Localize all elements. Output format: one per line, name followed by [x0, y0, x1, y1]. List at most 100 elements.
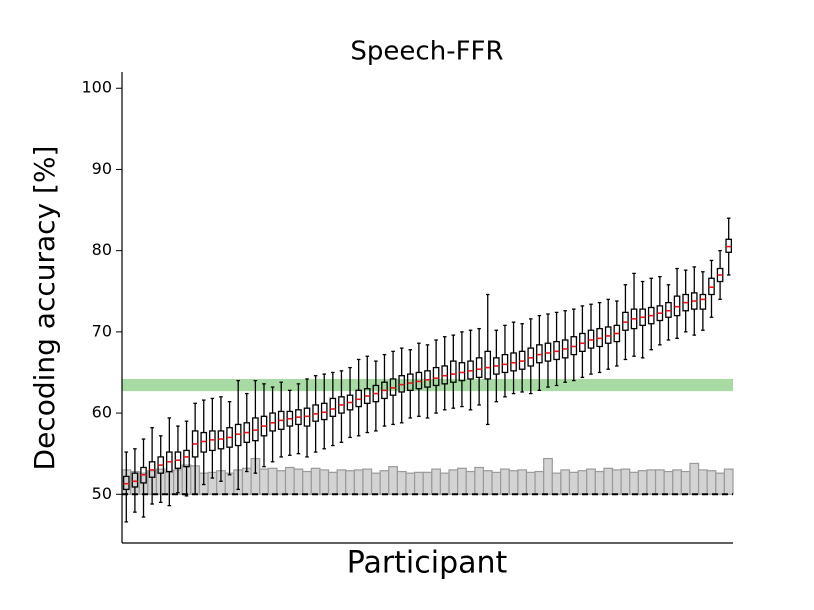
chance-step: [568, 471, 579, 495]
box: [269, 412, 276, 432]
box: [432, 366, 440, 387]
band: [122, 378, 733, 392]
chance-step: [370, 472, 381, 495]
box: [596, 327, 603, 348]
box: [406, 373, 414, 391]
chance-step: [319, 469, 330, 495]
chance-step: [448, 469, 459, 495]
chance-step: [534, 470, 545, 495]
y-tick-label: 50: [92, 484, 112, 503]
box: [217, 430, 225, 450]
box: [553, 340, 560, 361]
chance-step: [439, 472, 450, 495]
box: [536, 344, 543, 364]
box: [587, 329, 595, 349]
chance-step: [611, 469, 622, 495]
box: [234, 423, 242, 447]
chance-step: [551, 472, 562, 495]
box: [441, 365, 449, 385]
chance-step: [715, 472, 725, 495]
box: [355, 389, 362, 408]
box: [252, 417, 259, 442]
chance-step: [474, 466, 485, 495]
box: [579, 332, 586, 353]
chance-step: [413, 471, 424, 495]
chance-step: [224, 472, 235, 495]
chance-step: [353, 469, 364, 495]
chance-step: [259, 468, 269, 495]
box: [415, 371, 423, 390]
box: [303, 407, 311, 427]
chance-step: [646, 469, 657, 495]
y-axis-label: Decoding accuracy [%]: [28, 146, 61, 471]
box: [183, 449, 190, 468]
chance-step: [508, 470, 519, 495]
chance-step: [654, 469, 665, 495]
box: [424, 370, 431, 388]
chance-step: [388, 466, 398, 495]
box: [699, 293, 707, 310]
box: [389, 378, 397, 396]
box: [510, 352, 517, 372]
box: [518, 350, 526, 370]
box: [475, 357, 483, 378]
chance-step: [629, 471, 639, 495]
chance-step: [586, 468, 596, 495]
chance-step: [396, 470, 407, 495]
chance-step: [706, 470, 717, 495]
box: [708, 277, 715, 296]
chance-step: [267, 467, 278, 495]
chance-step: [543, 457, 553, 495]
box: [200, 431, 208, 453]
y-tick-label: 70: [92, 321, 112, 340]
chance-step: [345, 470, 355, 495]
chart-title: Speech-FFR: [350, 37, 503, 67]
x-axis-label: Participant: [347, 546, 508, 581]
box: [665, 301, 672, 318]
chance-step: [491, 471, 502, 495]
chance-step: [637, 470, 648, 495]
chance-step: [310, 467, 321, 495]
chance-step: [457, 467, 467, 495]
chance-step: [620, 468, 631, 495]
chance-step: [276, 470, 287, 495]
chance-step: [362, 468, 373, 495]
box: [312, 404, 319, 422]
chance-step: [517, 469, 528, 495]
box: [725, 238, 733, 253]
chance-step: [525, 471, 536, 495]
chance-step: [603, 467, 614, 495]
y-tick-label: 60: [92, 403, 112, 422]
chance-step: [672, 469, 682, 495]
chance-step: [723, 468, 734, 495]
box: [527, 347, 535, 367]
box: [398, 375, 406, 393]
chance-step: [379, 470, 390, 495]
chance-step: [465, 470, 476, 495]
chance-step: [697, 469, 708, 495]
y-tick-label: 90: [92, 159, 112, 178]
box: [449, 360, 457, 383]
box: [604, 326, 612, 344]
chance-step: [689, 462, 700, 495]
chance-step: [500, 468, 510, 495]
chance-step: [680, 470, 691, 495]
box: [501, 353, 509, 374]
chance-step: [284, 466, 295, 495]
chance-step: [405, 472, 416, 495]
chance-step: [336, 469, 347, 495]
box: [622, 311, 629, 331]
chance-step: [422, 471, 433, 495]
box: [467, 360, 474, 380]
box: [209, 430, 216, 452]
box: [544, 342, 552, 362]
box: [484, 350, 492, 380]
chance-step: [594, 470, 605, 495]
y-tick-label: 80: [92, 240, 112, 259]
chance-step: [482, 470, 493, 495]
box: [570, 336, 578, 356]
chance-step: [327, 471, 338, 495]
box: [329, 397, 337, 417]
chance-step: [293, 468, 304, 495]
